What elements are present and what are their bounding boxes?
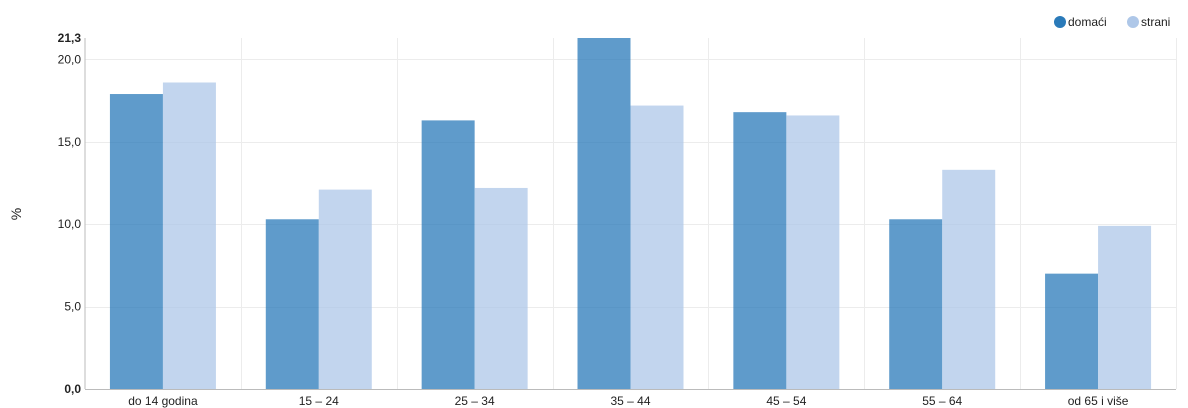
y-tick-label: 0,0 bbox=[64, 382, 81, 396]
bar-domaci[interactable] bbox=[421, 120, 475, 390]
bars-group bbox=[109, 38, 1152, 390]
legend-item-strani-marker[interactable] bbox=[1127, 16, 1139, 28]
x-tick-label: 25 – 34 bbox=[455, 394, 495, 408]
bar-strani[interactable] bbox=[1098, 225, 1152, 389]
y-tick-label: 10,0 bbox=[58, 217, 82, 231]
y-tick-label: 21,3 bbox=[58, 31, 82, 45]
bar-strani[interactable] bbox=[630, 105, 684, 389]
bar-domaci[interactable] bbox=[109, 94, 163, 389]
bar-domaci[interactable] bbox=[265, 219, 319, 389]
x-tick-label: do 14 godina bbox=[128, 394, 198, 408]
x-tick-label: 15 – 24 bbox=[299, 394, 339, 408]
bar-domaci[interactable] bbox=[889, 219, 943, 389]
legend-item-strani-label[interactable]: strani bbox=[1141, 15, 1170, 29]
x-tick-label: od 65 i više bbox=[1068, 394, 1129, 408]
x-tick-label: 45 – 54 bbox=[766, 394, 806, 408]
bar-strani[interactable] bbox=[474, 187, 528, 389]
bar-strani[interactable] bbox=[786, 115, 840, 389]
bar-domaci[interactable] bbox=[733, 112, 787, 389]
legend: domaći strani bbox=[1054, 15, 1170, 29]
x-tick-labels: do 14 godina 15 – 24 25 – 34 35 – 44 45 – 54… bbox=[128, 394, 1129, 408]
bar-domaci[interactable] bbox=[1045, 273, 1099, 389]
y-tick-labels: 0,0 5,0 10,0 15,0 20,0 21,3 bbox=[58, 31, 82, 396]
bar-strani[interactable] bbox=[162, 82, 216, 390]
y-tick-label: 15,0 bbox=[58, 135, 82, 149]
axes-group bbox=[84, 38, 1176, 390]
bar-strani[interactable] bbox=[942, 169, 996, 389]
y-axis-title: % bbox=[8, 208, 24, 220]
y-tick-label: 5,0 bbox=[64, 300, 81, 314]
bar-domaci[interactable] bbox=[577, 38, 631, 389]
y-tick-label: 20,0 bbox=[58, 52, 82, 66]
x-tick-label: 55 – 64 bbox=[922, 394, 962, 408]
legend-item-domaci-marker[interactable] bbox=[1054, 16, 1066, 28]
x-tick-label: 35 – 44 bbox=[610, 394, 650, 408]
legend-item-domaci-label[interactable]: domaći bbox=[1068, 15, 1107, 29]
bar-strani[interactable] bbox=[318, 189, 372, 389]
